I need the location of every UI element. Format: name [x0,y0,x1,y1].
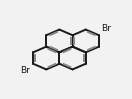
Text: Br: Br [21,66,30,75]
Text: Br: Br [102,24,111,33]
